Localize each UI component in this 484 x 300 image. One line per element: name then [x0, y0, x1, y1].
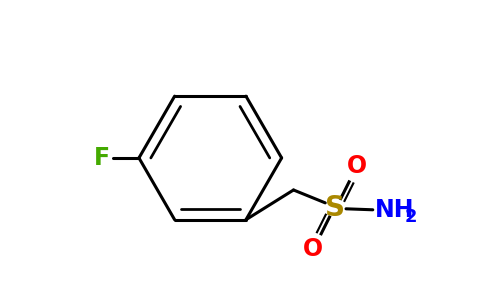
Text: O: O [347, 154, 367, 178]
Text: O: O [303, 237, 323, 261]
Text: 2: 2 [405, 208, 417, 226]
Text: NH: NH [375, 198, 414, 222]
Text: F: F [94, 146, 110, 170]
Text: S: S [325, 194, 345, 222]
